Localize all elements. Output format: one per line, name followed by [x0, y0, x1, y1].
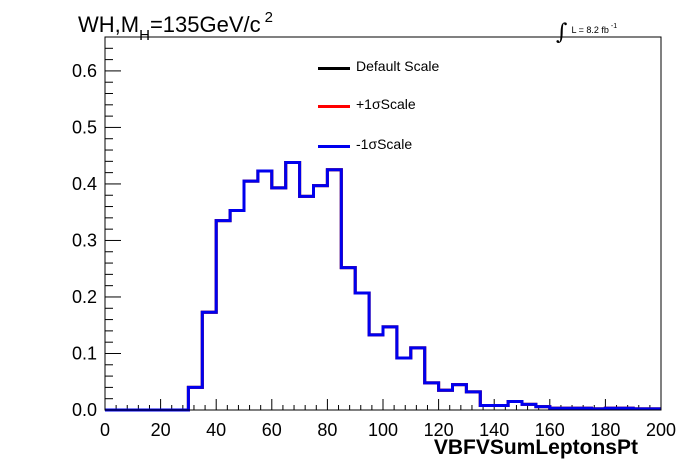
y-tick-label: 0.2: [72, 287, 97, 307]
x-tick-label: 200: [646, 420, 676, 440]
title-subscript: H: [139, 27, 150, 44]
x-tick-label: 140: [479, 420, 509, 440]
y-tick-label: 0.0: [72, 400, 97, 420]
y-tick-label: 0.5: [72, 117, 97, 137]
legend-label-minus: -1σScale: [356, 136, 413, 152]
x-tick-label: 60: [262, 420, 282, 440]
title-superscript: 2: [264, 9, 273, 26]
plot-title: WH,MH=135GeV/c 2: [78, 9, 273, 44]
integral-icon: ∫: [556, 20, 568, 45]
histogram-line-minus: [105, 160, 661, 412]
legend-line-plus: [318, 105, 350, 108]
x-tick-label: 100: [368, 420, 398, 440]
y-tick-label: 0.3: [72, 230, 97, 250]
luminosity-label: ∫ L = 8.2 fb -1: [556, 14, 618, 45]
plot-frame: [104, 36, 662, 411]
x-axis-label: VBFVSumLeptonsPt: [433, 436, 638, 459]
lumi-superscript: -1: [610, 23, 618, 30]
y-tick-label: 0.4: [72, 174, 97, 194]
x-tick-label: 20: [151, 420, 171, 440]
title-prefix: WH,M: [78, 12, 140, 37]
tick-marks: [104, 36, 662, 411]
x-tick-label: 120: [424, 420, 454, 440]
lumi-text: L = 8.2 fb: [571, 25, 609, 35]
histogram-line-default: [105, 160, 661, 412]
histogram-line-plus: [105, 160, 661, 412]
title-mass: =135GeV/c: [149, 12, 261, 37]
x-tick-label: 180: [590, 420, 620, 440]
x-tick-label: 0: [100, 420, 110, 440]
legend-label-plus: +1σScale: [356, 96, 416, 112]
legend-line-default: [318, 67, 350, 70]
legend-label-default: Default Scale: [356, 58, 440, 74]
y-tick-label: 0.6: [72, 61, 97, 81]
x-tick-label: 80: [317, 420, 337, 440]
x-tick-label: 40: [206, 420, 226, 440]
legend-line-minus: [318, 145, 350, 148]
y-tick-label: 0.1: [72, 343, 97, 363]
histogram-series: [105, 160, 661, 412]
tick-labels: 0 20 40 60 80 100 120 140 160 180 200 0.0 0.1 0.2 0.3 0…: [72, 61, 676, 440]
x-tick-label: 160: [535, 420, 565, 440]
